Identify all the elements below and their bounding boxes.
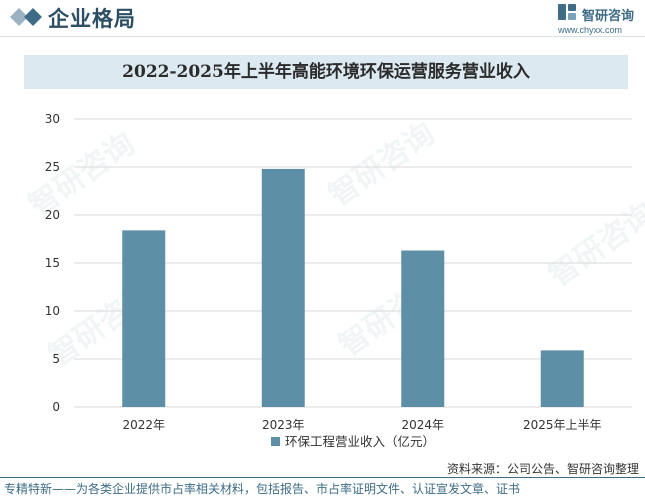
header-divider: [0, 36, 645, 37]
bar: [401, 250, 445, 407]
footer-note: 专精特新——为各类企业提供市占率相关材料，包括报告、市占率证明文件、认证宣发文章…: [4, 482, 521, 496]
source-note: 资料来源：公司公告、智研咨询整理: [446, 462, 639, 476]
y-tick-label: 25: [45, 160, 60, 174]
chevron-marks-icon: [10, 8, 42, 26]
x-tick-label: 2023年: [262, 418, 305, 432]
x-tick-label: 2025年上半年: [523, 418, 602, 432]
legend-label: 环保工程营业收入（亿元）: [285, 434, 435, 449]
x-tick-label: 2022年: [122, 418, 165, 432]
x-tick-label: 2024年: [401, 418, 444, 432]
y-tick-label: 15: [45, 256, 60, 270]
chart-title-band: 2022-2025年上半年高能环境环保运营服务营业收入: [24, 55, 628, 89]
legend-swatch: [271, 437, 280, 446]
bar: [540, 350, 584, 407]
page-title: 企业格局: [48, 7, 136, 31]
y-tick-label: 5: [52, 352, 60, 366]
brand-logo-icon: [558, 4, 576, 20]
brand-url: www.chyxx.com: [558, 25, 623, 35]
bar: [261, 168, 305, 407]
page-header: nent status 企业格局 智研咨询 www.chyxx.com: [0, 0, 645, 36]
bar: [122, 230, 166, 407]
y-tick-label: 10: [45, 304, 60, 318]
y-tick-label: 30: [45, 112, 60, 126]
y-tick-label: 0: [52, 400, 60, 414]
y-tick-label: 20: [45, 208, 60, 222]
chart-title: 2022-2025年上半年高能环境环保运营服务营业收入: [122, 62, 530, 82]
footer-divider: [0, 477, 645, 478]
brand-name: 智研咨询: [582, 9, 635, 24]
